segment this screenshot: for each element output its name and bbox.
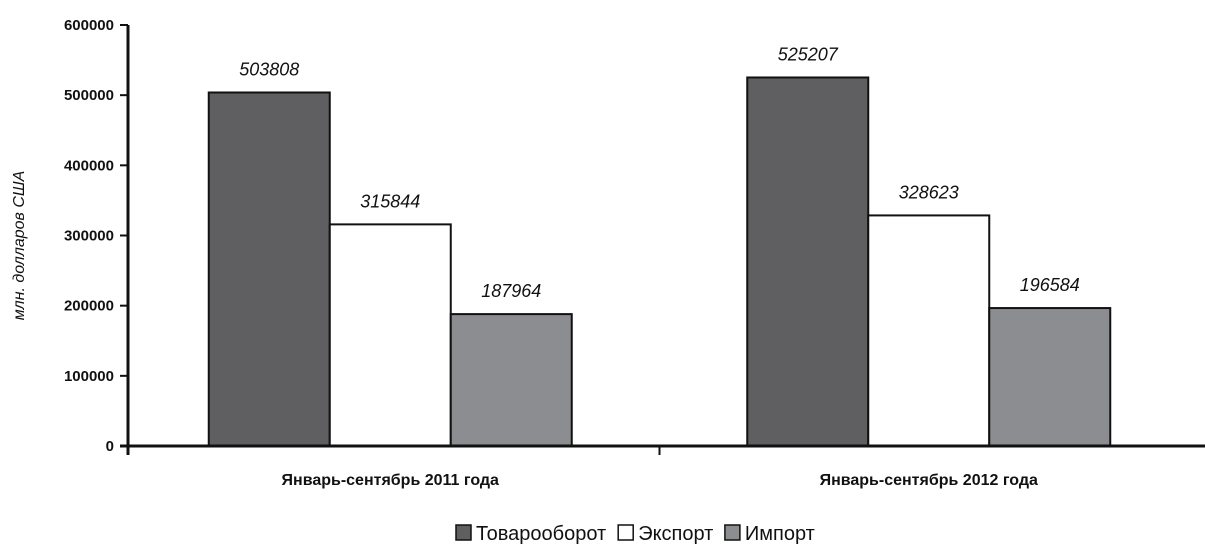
bar (746, 76, 870, 447)
bar (867, 214, 991, 447)
y-tick-label: 600000 (64, 17, 114, 34)
bars (207, 76, 1112, 448)
data-label: 315844 (360, 191, 420, 211)
data-label: 187964 (481, 281, 541, 301)
data-label: 196584 (1020, 275, 1080, 295)
y-tick-label: 300000 (64, 228, 114, 245)
y-tick-label: 400000 (64, 157, 114, 174)
legend-swatch (617, 524, 634, 541)
y-tick-label: 200000 (64, 298, 114, 315)
category-labels: Январь-сентябрь 2011 года Январь-сентябрь… (282, 472, 1038, 489)
bar (988, 307, 1112, 448)
y-tick-label: 500000 (64, 87, 114, 104)
y-axis-ticks: 0 100000 200000 300000 400000 500000 600000 (64, 17, 128, 455)
bar (207, 91, 331, 447)
legend-entry: Экспорт (638, 523, 713, 545)
bar (449, 313, 573, 448)
x-category-label: Январь-сентябрь 2012 года (820, 472, 1038, 489)
data-labels: 503808 315844 187964 525207 328623 196584 (239, 44, 1080, 301)
data-label: 328623 (899, 182, 959, 202)
legend-swatch (724, 524, 741, 541)
legend-entry: Импорт (745, 523, 815, 545)
legend-entry: Товарооборот (476, 523, 606, 545)
x-category-label: Январь-сентябрь 2011 года (282, 472, 500, 489)
data-label: 503808 (239, 59, 299, 79)
legend: Товарооборот Экспорт Импорт (455, 523, 815, 545)
legend-swatch (455, 524, 472, 541)
data-label: 525207 (778, 44, 839, 64)
y-tick-label: 0 (106, 438, 114, 455)
y-tick-label: 100000 (64, 368, 114, 385)
y-axis-label: млн. долларов США (11, 171, 28, 321)
bar (328, 223, 452, 447)
